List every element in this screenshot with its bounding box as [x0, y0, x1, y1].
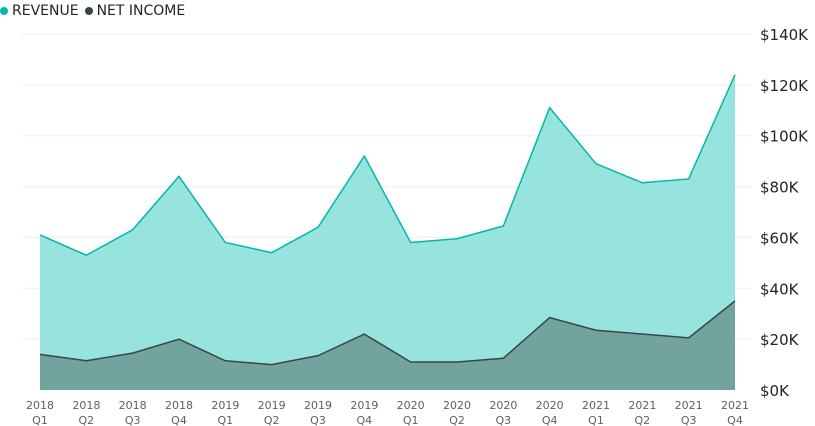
revenue-point[interactable]: [594, 161, 599, 166]
y-tick-label: $120K: [760, 77, 809, 95]
net-income-point[interactable]: [84, 358, 89, 363]
x-tick-year: 2020: [397, 399, 425, 412]
y-tick-label: $140K: [760, 26, 809, 44]
x-tick-quarter: Q4: [542, 414, 558, 426]
revenue-area: [40, 74, 735, 390]
x-tick-year: 2020: [536, 399, 564, 412]
revenue-point[interactable]: [130, 227, 135, 232]
x-tick-quarter: Q3: [310, 414, 326, 426]
x-tick-quarter: Q4: [171, 414, 187, 426]
x-tick-quarter: Q4: [356, 414, 372, 426]
revenue-point[interactable]: [316, 225, 321, 230]
net-income-area: [40, 301, 735, 390]
legend-label: NET INCOME: [96, 3, 186, 19]
net-income-point[interactable]: [223, 358, 228, 363]
x-tick-quarter: Q4: [727, 414, 743, 426]
revenue-point[interactable]: [455, 236, 460, 241]
revenue-point[interactable]: [84, 253, 89, 258]
legend-item-net-income[interactable]: NET INCOME: [84, 3, 186, 19]
revenue-point[interactable]: [177, 174, 182, 179]
net-income-point[interactable]: [316, 353, 321, 358]
net-income-point[interactable]: [38, 352, 43, 357]
net-income-point[interactable]: [455, 360, 460, 365]
net-income-point[interactable]: [640, 332, 645, 337]
y-tick-label: $60K: [760, 229, 800, 247]
net-income-point[interactable]: [269, 362, 274, 367]
x-tick-quarter: Q1: [217, 414, 233, 426]
x-tick-quarter: Q3: [495, 414, 511, 426]
chart-legend: REVENUE NET INCOME: [0, 0, 191, 22]
x-tick-year: 2019: [350, 399, 378, 412]
x-tick-year: 2020: [489, 399, 517, 412]
revenue-point[interactable]: [362, 154, 367, 159]
x-tick-quarter: Q1: [588, 414, 604, 426]
net-income-point[interactable]: [362, 332, 367, 337]
legend-label: REVENUE: [12, 3, 79, 19]
x-tick-year: 2021: [582, 399, 610, 412]
net-income-point[interactable]: [547, 315, 552, 320]
x-tick-year: 2019: [304, 399, 332, 412]
revenue-point[interactable]: [38, 232, 43, 237]
x-tick-quarter: Q2: [78, 414, 94, 426]
y-tick-label: $80K: [760, 179, 800, 197]
x-tick-quarter: Q1: [32, 414, 48, 426]
y-tick-label: $40K: [760, 280, 800, 298]
x-tick-year: 2021: [675, 399, 703, 412]
legend-marker: [84, 7, 93, 15]
x-tick-quarter: Q2: [449, 414, 465, 426]
x-tick-quarter: Q3: [681, 414, 697, 426]
net-income-point[interactable]: [130, 351, 135, 356]
x-tick-quarter: Q2: [634, 414, 650, 426]
revenue-point[interactable]: [547, 105, 552, 110]
x-tick-quarter: Q2: [264, 414, 280, 426]
x-tick-year: 2021: [721, 399, 749, 412]
net-income-point[interactable]: [408, 360, 413, 365]
x-tick-year: 2019: [258, 399, 286, 412]
x-tick-year: 2018: [119, 399, 147, 412]
net-income-point[interactable]: [686, 335, 691, 340]
y-tick-label: $20K: [760, 331, 800, 349]
x-tick-year: 2018: [165, 399, 193, 412]
legend-marker: [0, 7, 8, 15]
x-tick-year: 2020: [443, 399, 471, 412]
revenue-point[interactable]: [269, 250, 274, 255]
revenue-point[interactable]: [501, 223, 506, 228]
revenue-point[interactable]: [640, 180, 645, 185]
revenue-point[interactable]: [223, 240, 228, 245]
net-income-line: [39, 300, 736, 366]
y-tick-label: $0K: [760, 382, 790, 400]
x-tick-quarter: Q1: [403, 414, 419, 426]
x-tick-year: 2021: [628, 399, 656, 412]
legend-item-revenue[interactable]: REVENUE: [0, 3, 79, 19]
revenue-point[interactable]: [408, 240, 413, 245]
revenue-point[interactable]: [733, 72, 738, 77]
net-income-point[interactable]: [733, 299, 738, 304]
revenue-point[interactable]: [686, 176, 691, 181]
x-tick-year: 2019: [211, 399, 239, 412]
net-income-point[interactable]: [177, 337, 182, 342]
x-tick-year: 2018: [72, 399, 100, 412]
y-tick-label: $100K: [760, 128, 809, 146]
net-income-point[interactable]: [594, 328, 599, 333]
net-income-point[interactable]: [501, 356, 506, 361]
x-tick-quarter: Q3: [125, 414, 141, 426]
revenue-line: [39, 74, 736, 257]
x-tick-year: 2018: [26, 399, 54, 412]
